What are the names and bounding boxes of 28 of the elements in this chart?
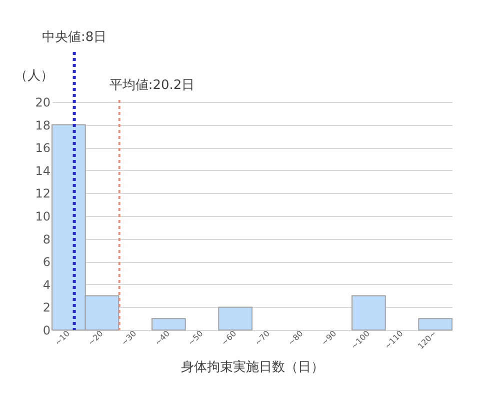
x-tick-label: ~70 <box>253 328 272 348</box>
x-tick-label: ~90 <box>320 328 338 348</box>
y-tick-label: 0 <box>42 324 50 338</box>
y-tick-label: 16 <box>35 141 50 156</box>
y-tick-label: 2 <box>42 300 50 315</box>
y-tick-label: 12 <box>35 186 50 201</box>
y-tick-label: 20 <box>35 96 50 110</box>
x-tick-label: ~20 <box>86 328 105 348</box>
ref-line-label: 平均値:20.2日 <box>109 78 195 93</box>
x-tick-label: ~50 <box>186 328 205 348</box>
x-tick-label: ~60 <box>220 328 238 348</box>
y-tick-label: 8 <box>42 232 50 246</box>
y-tick-label: 10 <box>35 210 50 224</box>
bar <box>152 318 186 330</box>
ref-line-label: 中央値:8日 <box>42 30 107 45</box>
bar <box>352 295 386 330</box>
y-tick-label: 18 <box>35 118 50 132</box>
y-axis-title: （人） <box>14 68 54 84</box>
x-tick-label: ~40 <box>153 328 172 348</box>
y-tick-label: 14 <box>35 164 50 178</box>
x-axis-title: 身体拘束実施日数（日） <box>181 358 324 375</box>
x-tick-label: ~30 <box>120 328 138 348</box>
bar <box>218 306 252 330</box>
bar <box>418 318 452 330</box>
x-tick-label: ~10 <box>53 328 72 348</box>
y-tick-label: 6 <box>42 255 50 270</box>
x-tick-label: ~80 <box>286 328 305 348</box>
y-tick-label: 4 <box>42 278 50 292</box>
